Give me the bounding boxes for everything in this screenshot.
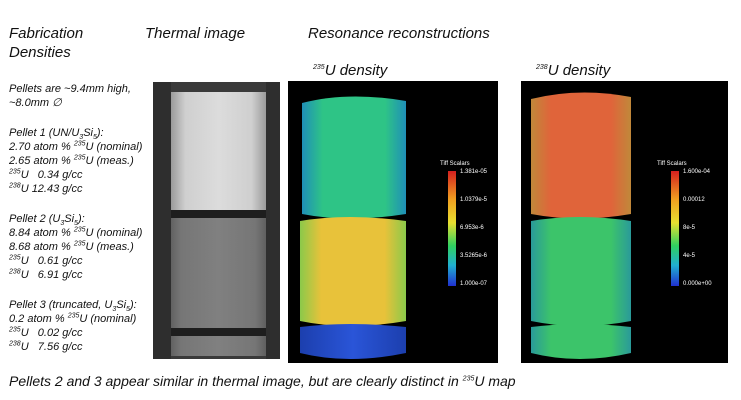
u235-pellet-3 [300, 324, 406, 359]
pellet-3-title: Pellet 3 (truncated, U3Si5): [9, 299, 137, 314]
u238-render: Tiff Scalars 1.600e-04 0.00012 8e-5 4e-5… [521, 81, 728, 363]
thermal-image [153, 82, 280, 359]
thermal-pellet-2 [165, 218, 271, 330]
fabrication-heading-line2: Densities [9, 44, 71, 61]
pellet-dimensions: Pellets are ~9.4mm high, ~8.0mm ∅ [9, 82, 131, 110]
u238-panel-title-text: U density [547, 62, 611, 79]
u238-pellet-3 [531, 324, 631, 359]
u235-pellet-1 [302, 96, 406, 219]
pellet-2-block: Pellet 2 (U3Si5): 8.84 atom % 235U (nomi… [9, 212, 142, 282]
caption-iso: 235 [462, 375, 475, 383]
u238-colorbar [671, 171, 679, 286]
u235-render: Tiff Scalars 1.381e-05 1.0379e-5 6.953e-… [288, 81, 498, 363]
pellet-1-measured: 2.65 atom % 235U (meas.) [9, 154, 134, 167]
u235-colorbar-tick: 3.5265e-6 [460, 253, 488, 259]
u238-colorbar-tick: 0.000e+00 [683, 281, 712, 287]
u235-colorbar [448, 171, 456, 286]
pellet-3-block: Pellet 3 (truncated, U3Si5): 0.2 atom % … [9, 298, 137, 354]
u238-pellet-2 [531, 217, 631, 326]
thermal-image-svg [153, 82, 280, 359]
u238-colorbar-tick: 0.00012 [683, 197, 705, 203]
pellet-2-u235-density: 235U 0.61 g/cc [9, 254, 83, 267]
u238-pellet-1 [531, 92, 631, 219]
u238-colorbar-tick: 1.600e-04 [683, 169, 711, 175]
u238-render-svg [531, 92, 679, 359]
thermal-pellet-1 [171, 92, 266, 212]
u238-colorbar-tick: 4e-5 [683, 253, 696, 259]
caption: Pellets 2 and 3 appear similar in therma… [9, 372, 516, 390]
pellet-dimensions-line2: ~8.0mm ∅ [9, 97, 62, 109]
pellet-1-u238-density: 238U 12.43 g/cc [9, 182, 83, 195]
pellet-2-u238-density: 238U 6.91 g/cc [9, 268, 83, 281]
pellet-1-nominal: 2.70 atom % 235U (nominal) [9, 140, 143, 153]
u235-pellet-2 [300, 217, 406, 326]
caption-text: Pellets 2 and 3 appear similar in therma… [9, 373, 463, 389]
pellet-2-measured: 8.68 atom % 235U (meas.) [9, 240, 134, 253]
u235-colorbar-tick: 1.000e-07 [460, 281, 488, 287]
u235-colorbar-tick: 1.0379e-5 [460, 197, 488, 203]
pellet-2-title: Pellet 2 (U3Si5): [9, 213, 85, 228]
pellet-3-nominal: 0.2 atom % 235U (nominal) [9, 312, 137, 325]
u235-panel-title-iso: 235 [313, 64, 325, 71]
resonance-heading: Resonance reconstructions [308, 25, 490, 42]
thermal-heading: Thermal image [145, 25, 246, 42]
u235-panel-title: 235U density [313, 61, 387, 80]
fabrication-heading-line1: Fabrication [9, 25, 84, 42]
thermal-pellet-3 [165, 336, 271, 356]
u238-panel-title-iso: 238 [536, 64, 548, 71]
pellet-dimensions-line1: Pellets are ~9.4mm high, [9, 83, 131, 95]
u238-colorbar-tick: 8e-5 [683, 225, 696, 231]
pellet-2-nominal: 8.84 atom % 235U (nominal) [9, 226, 143, 239]
pellet-3-u238-density: 238U 7.56 g/cc [9, 340, 83, 353]
u238-panel-title: 238U density [536, 61, 610, 80]
fabrication-heading: Fabrication Densities [9, 24, 83, 62]
u238-colorbar-title: Tiff Scalars [657, 161, 687, 167]
u235-render-svg [300, 96, 456, 359]
pellet-1-u235-density: 235U 0.34 g/cc [9, 168, 83, 181]
pellet-3-u235-density: 235U 0.02 g/cc [9, 326, 83, 339]
pellet-1-block: Pellet 1 (UN/U3Si5): 2.70 atom % 235U (n… [9, 126, 142, 196]
caption-tail: U map [474, 373, 516, 389]
u235-colorbar-tick: 1.381e-05 [460, 169, 488, 175]
pellet-1-title: Pellet 1 (UN/U3Si5): [9, 127, 104, 142]
u235-colorbar-tick: 6.953e-6 [460, 225, 484, 231]
u235-colorbar-title: Tiff Scalars [440, 161, 470, 167]
u235-panel-title-text: U density [324, 62, 388, 79]
